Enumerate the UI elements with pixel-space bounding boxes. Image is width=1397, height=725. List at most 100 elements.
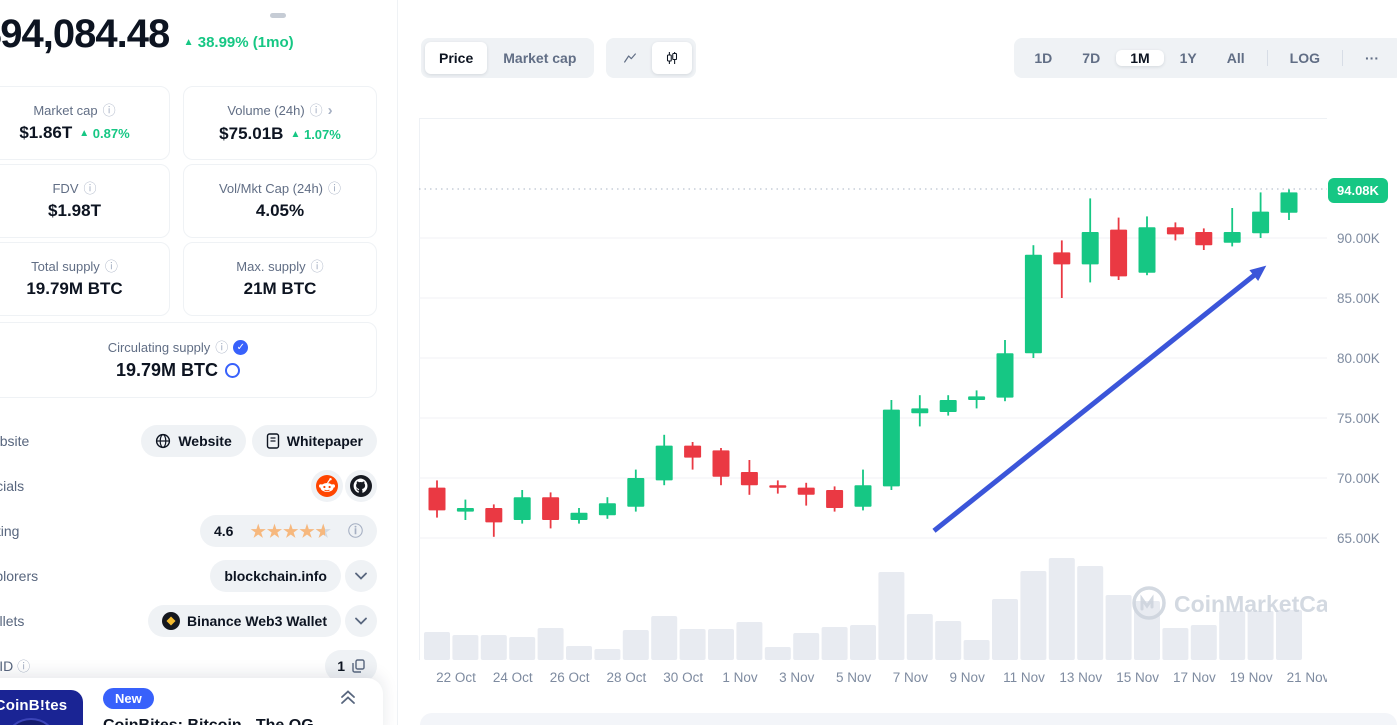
candle-body (598, 503, 616, 516)
info-icon[interactable]: ⓘ (215, 339, 229, 355)
y-axis-label: 85.00K (1337, 291, 1380, 306)
log-scale-button[interactable]: LOG (1276, 50, 1334, 66)
volume-bar (679, 629, 706, 660)
candlestick-chart[interactable]: CoinMarketCap 22 Oct 24 Oct 26 Oct 28 Oct 30 … (419, 118, 1343, 693)
candle-body (1024, 254, 1042, 354)
current-price-badge: 94.08K (1328, 178, 1388, 203)
volume-bar (906, 614, 933, 660)
line-chart-icon (624, 53, 636, 63)
timeframe-group: 1D 7D 1M 1Y All LOG ··· (1014, 38, 1397, 78)
socials-row: Socials (0, 470, 377, 502)
candle-body (1280, 192, 1298, 213)
candle-body (939, 400, 957, 412)
volume-bar (509, 637, 536, 660)
line-chart-button[interactable] (610, 42, 650, 74)
y-axis-label: 65.00K (1337, 531, 1380, 546)
volume-24h-card: Volume (24h) ⓘ › $75.01B ▲ 1.07% (183, 86, 377, 160)
candle-body (797, 487, 815, 495)
range-1d[interactable]: 1D (1020, 50, 1066, 66)
candle-body (1053, 252, 1071, 265)
candle-body (1252, 211, 1270, 234)
ucid-pill[interactable]: 1 (325, 650, 377, 682)
candle-body (1195, 232, 1213, 246)
volume-bar (736, 622, 763, 660)
info-icon[interactable]: ⓘ (83, 181, 97, 196)
x-axis-label: 19 Nov (1230, 670, 1273, 685)
volume-bar (793, 633, 820, 660)
candle-body (911, 408, 929, 414)
candle-body (684, 445, 702, 458)
candle-body (712, 450, 730, 477)
tab-market-cap[interactable]: Market cap (489, 42, 590, 74)
explorers-row: Explorers blockchain.info (0, 560, 377, 592)
explorer-link[interactable]: blockchain.info (210, 560, 341, 592)
volume-bar (1020, 571, 1047, 660)
next-module-edge (420, 713, 1397, 725)
chart-toolbar: Price Market cap 1D 7D 1M 1Y All LOG ··· (419, 38, 1397, 78)
candle-body (1138, 227, 1156, 273)
volume-bar (537, 628, 564, 660)
range-1m[interactable]: 1M (1116, 50, 1164, 66)
info-icon[interactable]: ⓘ (309, 103, 323, 118)
candle-body (769, 485, 787, 488)
x-axis-label: 5 Nov (836, 670, 872, 685)
candle-body (1223, 232, 1241, 243)
info-icon[interactable]: ⓘ (347, 522, 363, 540)
x-axis-label: 7 Nov (893, 670, 929, 685)
range-1y[interactable]: 1Y (1166, 50, 1211, 66)
chevron-down-icon (355, 572, 367, 580)
ucid-row: UCID ⓘ 1 (0, 650, 377, 682)
globe-icon (156, 433, 171, 449)
info-icon[interactable]: ⓘ (102, 103, 116, 118)
x-axis-label: 22 Oct (436, 670, 476, 685)
sidebar-divider (397, 0, 398, 725)
more-options-button[interactable]: ··· (1351, 50, 1393, 66)
coinbites-promo-card[interactable]: CoinB!tes New CoinBites: Bitcoin - The O… (0, 678, 383, 725)
info-icon[interactable]: ⓘ (104, 259, 118, 274)
x-axis-label: 11 Nov (1003, 670, 1045, 685)
wallets-dropdown-button[interactable] (345, 605, 377, 637)
candle-wick (1231, 208, 1234, 247)
range-7d[interactable]: 7D (1068, 50, 1114, 66)
candle-body (968, 396, 986, 400)
wallet-link[interactable]: Binance Web3 Wallet (147, 605, 341, 637)
collapse-button[interactable] (339, 688, 357, 711)
range-all[interactable]: All (1213, 50, 1259, 66)
volume-bar (1219, 611, 1246, 660)
explorers-dropdown-button[interactable] (345, 560, 377, 592)
volume-bar (963, 640, 990, 660)
volume-bar (1105, 595, 1132, 660)
volume-bar (480, 635, 507, 660)
x-axis-label: 9 Nov (950, 670, 986, 685)
volume-bar (764, 647, 791, 660)
rating-pill[interactable]: 4.6 ★ ★ ★ ★ ★ ★ ⓘ (200, 515, 377, 547)
x-axis-label: 30 Oct (663, 670, 703, 685)
volume-bar (1077, 566, 1104, 660)
copy-icon (352, 659, 365, 673)
website-row: Website Website Whitepaper (0, 425, 377, 457)
x-axis-label: 15 Nov (1116, 670, 1159, 685)
whitepaper-button[interactable]: Whitepaper (251, 425, 377, 457)
reddit-icon[interactable] (311, 470, 343, 502)
candle-body (513, 497, 531, 520)
candle-body (456, 508, 474, 512)
double-chevron-up-icon (341, 690, 355, 704)
info-icon[interactable]: ⓘ (17, 659, 31, 674)
candle-body (627, 478, 645, 507)
candle-body (542, 497, 560, 520)
x-axis-label: 21 Nov (1287, 670, 1327, 685)
chevron-right-icon[interactable]: › (327, 102, 333, 119)
total-supply-card: Total supply ⓘ 19.79M BTC (0, 242, 170, 316)
info-icon[interactable]: ⓘ (310, 259, 324, 274)
candle-body (655, 445, 673, 481)
candlestick-chart-button[interactable] (652, 42, 692, 74)
github-icon[interactable] (345, 470, 377, 502)
info-icon[interactable]: ⓘ (328, 181, 342, 196)
website-button[interactable]: Website (141, 425, 246, 457)
tab-price[interactable]: Price (425, 42, 488, 74)
candle-body (1110, 229, 1128, 277)
volume-bar (1048, 558, 1075, 660)
coinbites-image: CoinB!tes (0, 690, 83, 725)
y-axis-label: 75.00K (1337, 411, 1380, 426)
